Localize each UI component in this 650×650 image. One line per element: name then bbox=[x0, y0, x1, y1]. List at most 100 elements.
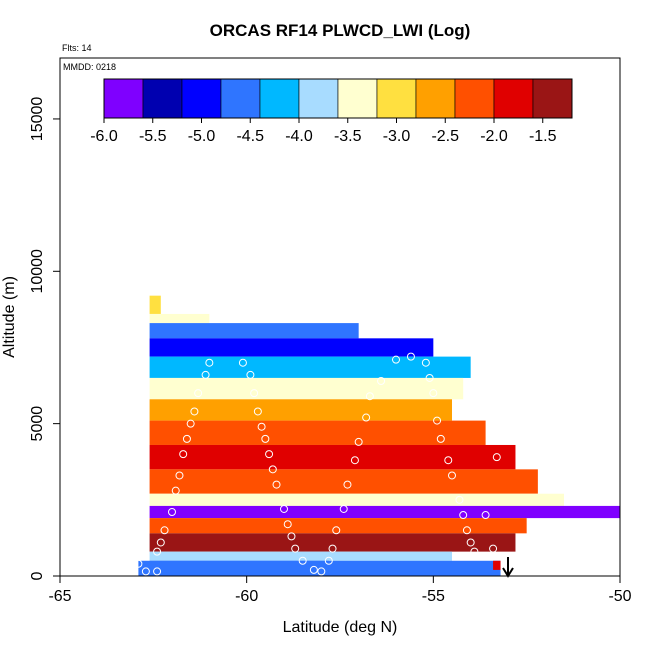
track-point bbox=[492, 453, 501, 462]
track-point bbox=[459, 511, 468, 520]
track-point bbox=[179, 450, 188, 459]
flights-note: Flts: 14 bbox=[62, 43, 92, 53]
track-point bbox=[466, 538, 475, 547]
track-point bbox=[324, 556, 333, 565]
arrow-marker bbox=[502, 557, 514, 578]
colorbar-tick-label: -5.5 bbox=[139, 128, 167, 145]
track-point bbox=[175, 471, 184, 480]
plot-frame bbox=[59, 57, 621, 577]
x-axis: -65 -60 -55 -50 bbox=[48, 576, 632, 605]
track-point bbox=[153, 547, 162, 556]
heatmap-cell bbox=[149, 420, 486, 445]
track-point bbox=[328, 544, 337, 553]
y-tick-label: 10000 bbox=[29, 249, 46, 294]
y-axis: 0 5000 10000 15000 bbox=[29, 97, 60, 580]
colorbar-swatch bbox=[493, 78, 534, 119]
y-axis-label: Altitude (m) bbox=[1, 276, 18, 358]
track-point bbox=[406, 352, 415, 361]
x-tick-label: -50 bbox=[608, 588, 631, 605]
x-tick-label: -60 bbox=[235, 588, 258, 605]
arrow-head bbox=[502, 567, 514, 578]
x-tick-label: -55 bbox=[422, 588, 445, 605]
colorbar-swatch bbox=[415, 78, 456, 119]
track-point bbox=[392, 355, 400, 364]
heatmap-cell bbox=[149, 313, 210, 324]
track-point bbox=[433, 416, 442, 425]
colorbar-tick-label: -1.5 bbox=[529, 128, 557, 145]
track-point bbox=[238, 358, 247, 367]
track-point bbox=[268, 465, 277, 474]
colorbar-swatch bbox=[103, 78, 144, 119]
track-point bbox=[354, 437, 363, 446]
track-point bbox=[317, 567, 326, 576]
track-point bbox=[182, 434, 191, 443]
track-point bbox=[429, 389, 438, 398]
colorbar-tick-label: -4.0 bbox=[285, 128, 313, 145]
heatmap-cell bbox=[149, 338, 434, 357]
heatmap-cell bbox=[149, 295, 161, 314]
heatmap-cell bbox=[149, 444, 516, 470]
colorbar-tick-label: -4.5 bbox=[236, 128, 264, 145]
colorbar-swatch bbox=[298, 78, 339, 119]
colorbar-swatch bbox=[259, 78, 300, 119]
track-point bbox=[246, 370, 255, 379]
track-point bbox=[489, 422, 498, 431]
track-point bbox=[134, 559, 143, 568]
colorbar-swatch bbox=[376, 78, 417, 119]
colorbar-tick-label: -5.0 bbox=[188, 128, 216, 145]
colorbar bbox=[103, 78, 573, 119]
track-point bbox=[343, 480, 352, 489]
track-point bbox=[421, 358, 430, 367]
track-point bbox=[298, 556, 307, 565]
colorbar-tick-label: -3.0 bbox=[383, 128, 411, 145]
track-point bbox=[186, 419, 195, 428]
track-point bbox=[257, 422, 266, 431]
track-point bbox=[168, 508, 176, 517]
track-point bbox=[287, 532, 296, 541]
track-point bbox=[481, 511, 490, 520]
track-point bbox=[153, 567, 162, 576]
heatmap-cell bbox=[149, 377, 464, 400]
colorbar-swatch bbox=[181, 78, 222, 119]
heatmap-cell bbox=[149, 518, 527, 534]
colorbar-swatch bbox=[454, 78, 495, 119]
track-point bbox=[171, 486, 180, 495]
track-point bbox=[283, 520, 292, 529]
track-point bbox=[425, 373, 434, 382]
x-axis-label: Latitude (deg N) bbox=[283, 619, 398, 636]
track-point bbox=[194, 389, 203, 398]
colorbar-swatch bbox=[142, 78, 183, 119]
track-point bbox=[362, 413, 371, 422]
track-point bbox=[265, 450, 274, 459]
heatmap-cell bbox=[149, 493, 564, 506]
track-point bbox=[156, 538, 165, 547]
track-point bbox=[350, 456, 359, 465]
track-point bbox=[205, 358, 214, 367]
colorbar-swatch bbox=[532, 78, 573, 119]
track-point bbox=[309, 565, 318, 574]
colorbar-swatch bbox=[220, 78, 261, 119]
colorbar-swatch bbox=[337, 78, 378, 119]
track-point bbox=[377, 376, 386, 385]
track-point bbox=[470, 547, 479, 556]
heatmap-cell bbox=[138, 560, 329, 576]
colorbar-tick-label: -3.5 bbox=[334, 128, 362, 145]
track-point bbox=[365, 392, 374, 401]
heatmap-cell bbox=[149, 533, 516, 552]
heatmap-cell bbox=[149, 356, 471, 378]
colorbar-ticks: -6.0 -5.5 -5.0 -4.5 -4.0 -3.5 -3.0 -2.5 -2.0 -1.5 bbox=[90, 118, 557, 145]
track-point bbox=[261, 434, 270, 443]
track-point bbox=[253, 407, 262, 416]
track-point bbox=[291, 544, 300, 553]
track-point bbox=[444, 456, 453, 465]
heatmap-cells bbox=[138, 295, 620, 576]
track-point bbox=[141, 567, 150, 576]
track-point bbox=[339, 504, 348, 513]
heatmap-cell bbox=[149, 505, 620, 519]
y-tick-label: 0 bbox=[29, 571, 46, 580]
heatmap-cell bbox=[149, 399, 452, 421]
y-tick-label: 5000 bbox=[29, 406, 46, 442]
flight-track bbox=[134, 352, 501, 576]
track-point bbox=[436, 434, 445, 443]
